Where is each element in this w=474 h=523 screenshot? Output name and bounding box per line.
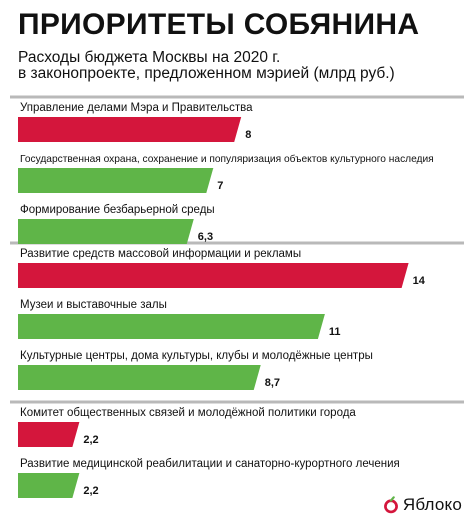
subtitle-line-2: в законопроекте, предложенном мэрией (мл… — [18, 65, 395, 82]
subtitle-line-1: Расходы бюджета Москвы на 2020 г. — [18, 49, 281, 66]
bar-value-label: 14 — [413, 275, 426, 287]
bar — [18, 168, 214, 193]
bar-category-label: Государственная охрана, сохранение и поп… — [20, 153, 434, 165]
chart-title: ПРИОРИТЕТЫ СОБЯНИНА — [18, 8, 420, 41]
bar — [18, 219, 194, 244]
bar-category-label: Управление делами Мэра и Правительства — [20, 102, 253, 114]
bar-category-label: Музеи и выставочные залы — [20, 299, 167, 311]
group-divider — [10, 95, 464, 99]
bar-category-label: Комитет общественных связей и молодёжной… — [20, 407, 356, 419]
bar-value-label: 2,2 — [83, 485, 98, 497]
bar-category-label: Развитие средств массовой информации и р… — [20, 248, 301, 260]
group-divider — [10, 241, 464, 245]
yabloko-logo: Яблоко — [382, 495, 462, 515]
bar-category-label: Культурные центры, дома культуры, клубы … — [20, 350, 373, 362]
group-divider — [10, 400, 464, 404]
bar-value-label: 2,2 — [83, 434, 98, 446]
bar — [18, 365, 261, 390]
bar-value-label: 8,7 — [265, 377, 280, 389]
bar-value-label: 7 — [217, 180, 223, 192]
bar-value-label: 6,3 — [198, 231, 213, 243]
apple-logo-icon — [383, 496, 398, 514]
bar-value-label: 8 — [245, 129, 251, 141]
logo-text: Яблоко — [402, 495, 462, 514]
bar-category-label: Развитие медицинской реабилитации и сана… — [20, 458, 400, 470]
bar-category-label: Формирование безбарьерной среды — [20, 204, 215, 216]
chart-subtitle: Расходы бюджета Москвы на 2020 г. в зако… — [18, 50, 395, 82]
bar — [18, 263, 409, 288]
bar — [18, 473, 80, 498]
bar — [18, 314, 325, 339]
bar-value-label: 11 — [329, 326, 341, 338]
bar — [18, 422, 80, 447]
bar — [18, 117, 242, 142]
